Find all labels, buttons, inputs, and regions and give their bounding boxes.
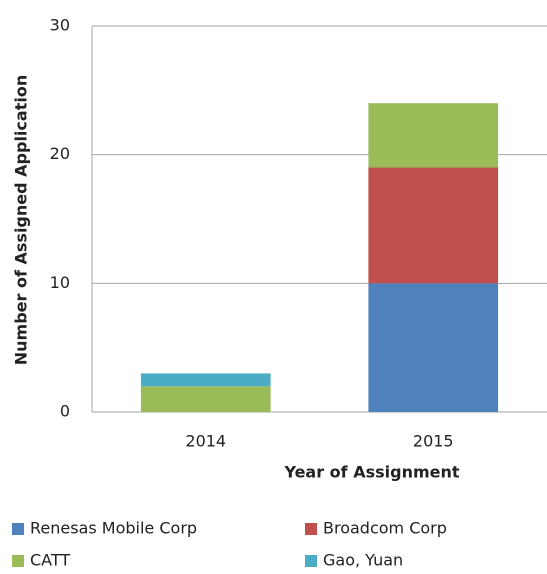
y-tick-label: 30 xyxy=(50,16,70,35)
legend-label: Broadcom Corp xyxy=(323,519,447,538)
y-tick-label: 10 xyxy=(50,273,70,292)
bar-segment xyxy=(368,103,499,168)
bar-segment xyxy=(368,283,499,412)
bar-segment xyxy=(140,386,271,412)
bar-segment xyxy=(368,167,499,284)
x-axis-title: Year of Assignment xyxy=(283,463,459,482)
legend-label: Gao, Yuan xyxy=(323,551,403,570)
y-tick-label: 0 xyxy=(60,402,70,421)
legend-swatch xyxy=(12,555,24,567)
legend-label: CATT xyxy=(30,551,70,570)
legend-swatch xyxy=(305,523,317,535)
legend-label: Renesas Mobile Corp xyxy=(30,519,197,538)
x-tick-label: 2014 xyxy=(185,432,226,451)
y-axis-title: Number of Assigned Application xyxy=(12,75,31,365)
legend-swatch xyxy=(12,523,24,535)
legend-swatch xyxy=(305,555,317,567)
bar-segment xyxy=(140,373,271,387)
y-tick-label: 20 xyxy=(50,144,70,163)
x-tick-label: 2015 xyxy=(413,432,454,451)
